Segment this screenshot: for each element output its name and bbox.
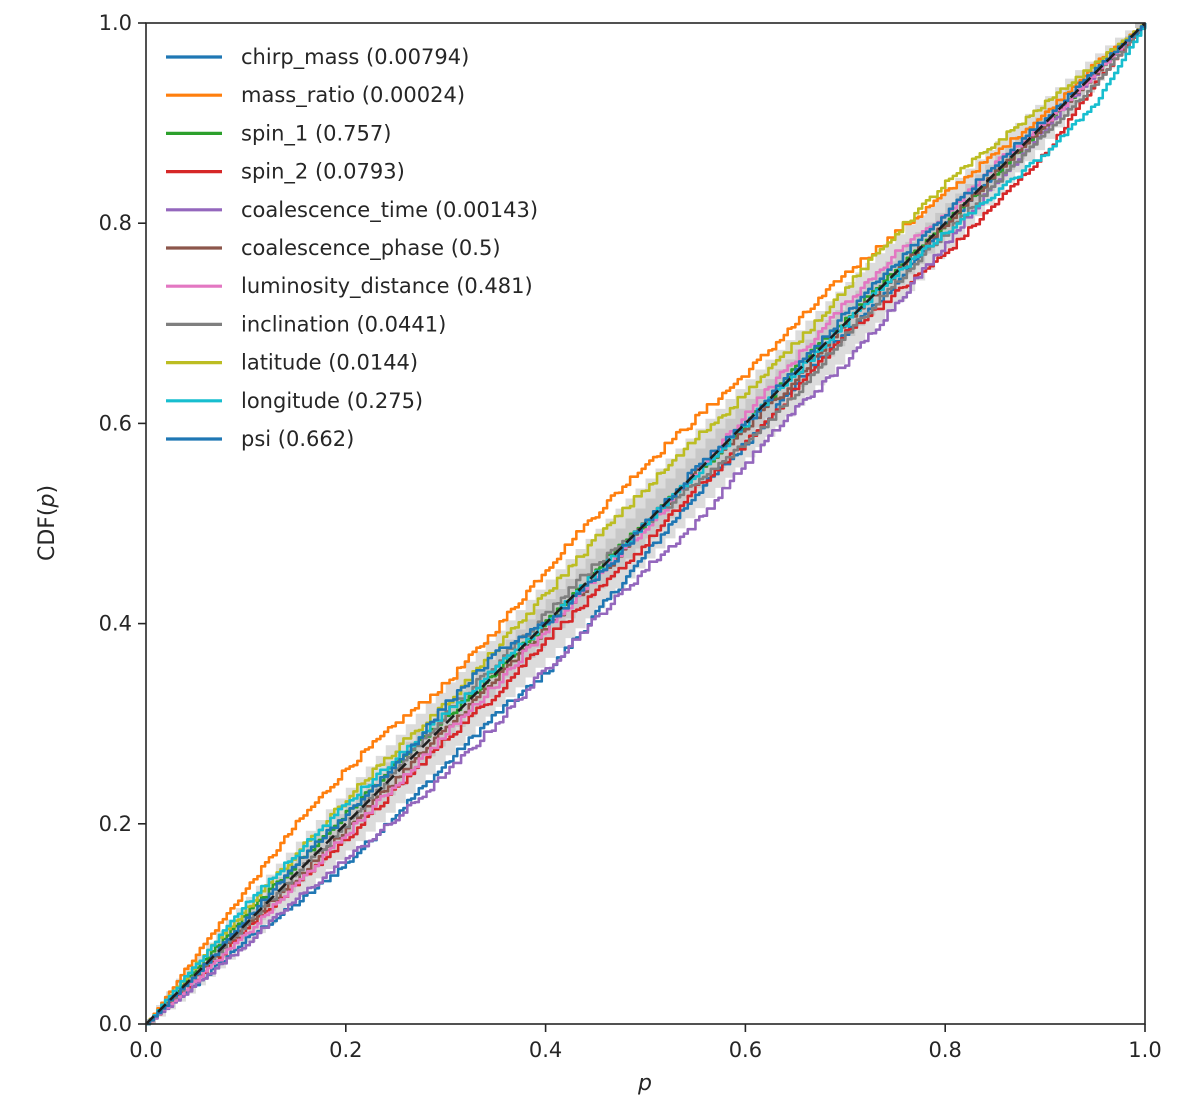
y-axis-label-prefix: CDF(: [35, 508, 60, 562]
y-axis-label-variable: p: [35, 494, 60, 509]
y-tick-label: 0.0: [99, 1012, 132, 1036]
legend-label-spin-2: spin_2 (0.0793): [241, 160, 405, 185]
legend-label-chirp-mass: chirp_mass (0.00794): [241, 45, 469, 70]
series-line-psi: [146, 23, 1147, 1026]
y-tick-label: 0.8: [99, 211, 132, 235]
legend-label-psi: psi (0.662): [241, 427, 354, 451]
legend: chirp_mass (0.00794) mass_ratio (0.00024)…: [166, 45, 538, 451]
legend-label-mass-ratio: mass_ratio (0.00024): [241, 83, 465, 108]
x-tick-label: 0.8: [928, 1038, 961, 1062]
y-tick-label: 1.0: [99, 11, 132, 35]
reference-diagonal: [145, 22, 1146, 1025]
legend-label-longitude: longitude (0.275): [241, 389, 423, 413]
reference-diagonal-line: [145, 22, 1146, 1025]
x-axis-label: p: [637, 1071, 652, 1096]
y-axis-label: CDF(p): [35, 485, 60, 561]
legend-label-latitude: latitude (0.0144): [241, 351, 418, 375]
legend-label-spin-1: spin_1 (0.757): [241, 121, 391, 146]
x-tick-label: 1.0: [1128, 1038, 1161, 1062]
x-tick-label: 0.2: [329, 1038, 362, 1062]
axes: [145, 22, 1146, 1025]
y-tick-label: 0.2: [99, 812, 132, 836]
x-tick-label: 0.4: [529, 1038, 562, 1062]
series-line-longitude: [146, 23, 1147, 1026]
plot-frame: [145, 22, 1146, 1025]
series-line-mass-ratio: [146, 23, 1147, 1026]
legend-label-inclination: inclination (0.0441): [241, 312, 446, 336]
y-tick-label: 0.4: [99, 612, 132, 636]
x-tick-label: 0.6: [729, 1038, 762, 1062]
legend-label-luminosity-distance: luminosity_distance (0.481): [241, 274, 533, 299]
legend-label-coalescence-phase: coalescence_phase (0.5): [241, 236, 501, 261]
y-tick-label: 0.6: [99, 411, 132, 435]
ticks: 0.0 0.2 0.4 0.6 0.8 1.0 0.0 0.2 0.4 0.6 0.8 1.0: [99, 11, 1162, 1062]
legend-label-coalescence-time: coalescence_time (0.00143): [241, 198, 538, 223]
series-line-latitude: [146, 23, 1147, 1026]
y-axis-label-suffix: ): [35, 485, 60, 494]
x-tick-label: 0.0: [129, 1038, 162, 1062]
